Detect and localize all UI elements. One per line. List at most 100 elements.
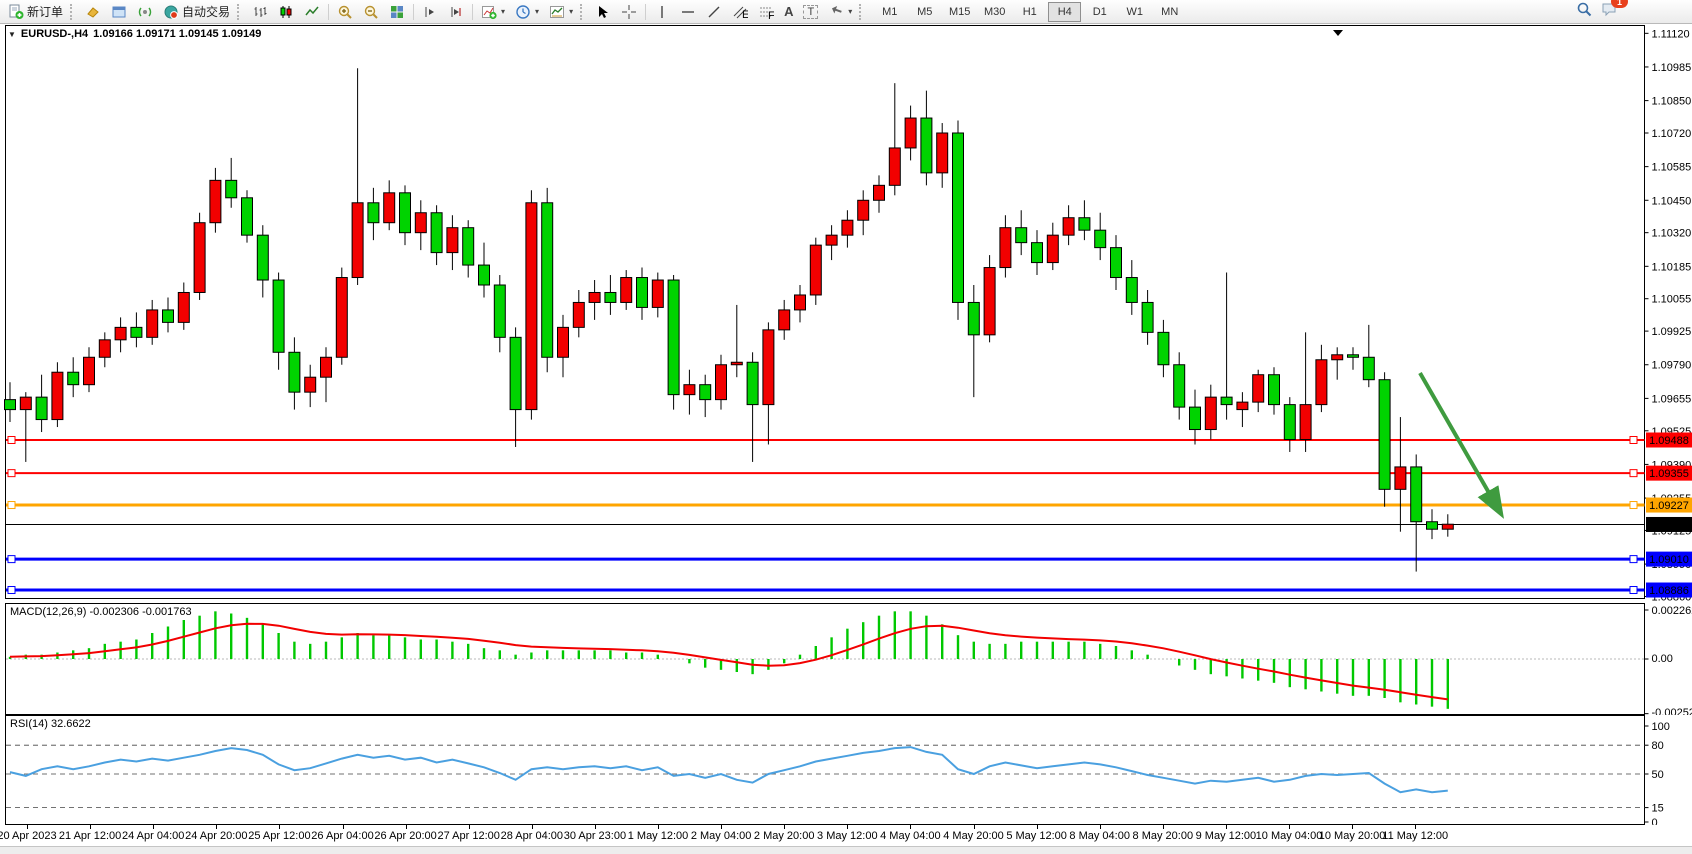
periods-button[interactable]: ▾	[510, 1, 544, 23]
date-tick	[658, 825, 659, 829]
trendline-tool-button[interactable]	[701, 1, 727, 23]
autotrading-icon	[163, 4, 179, 20]
hline-1.09227[interactable]	[6, 501, 1645, 510]
timeframe-button-M5[interactable]: M5	[917, 5, 933, 18]
auto-scroll-button[interactable]	[443, 1, 469, 23]
chart-line-button[interactable]	[299, 1, 325, 23]
chart-window: 1.11120 1.10985 1.10850 1.10720 1.10585 1.104…	[0, 24, 1692, 854]
svg-text:0: 0	[1652, 817, 1658, 825]
toolbar-separator	[645, 3, 647, 20]
svg-text:1.09355: 1.09355	[1649, 468, 1689, 480]
rsi-pane-canvas[interactable]: 100 80 50 15 0	[0, 715, 1692, 825]
timeframe-button-M1[interactable]: M1	[882, 5, 898, 18]
equidistant-channel-icon: E	[732, 4, 748, 20]
date-label: 2 May 20:00	[753, 830, 815, 842]
date-label: 2 May 04:00	[690, 830, 752, 842]
timeframe-button-M30[interactable]: M30	[984, 5, 1006, 18]
clock-icon	[515, 4, 531, 20]
line-handle[interactable]	[7, 501, 16, 510]
line-handle[interactable]	[1629, 555, 1638, 564]
symbol-info-bar[interactable]: ▼ EURUSD-,H4 1.09166 1.09171 1.09145 1.0…	[8, 28, 261, 40]
chart-bars-button[interactable]	[247, 1, 273, 23]
line-handle[interactable]	[1629, 501, 1638, 510]
crosshair-tool-button[interactable]	[616, 1, 642, 23]
arrows-tool-button[interactable]: ▾	[823, 1, 857, 23]
line-handle[interactable]	[1629, 586, 1638, 595]
zoom-out-icon	[363, 4, 379, 20]
timeframe-toolbar: M1 M5 M15 M30 H1 H4 D1 W1 MN	[873, 1, 1186, 22]
fibo-letter: F	[768, 10, 774, 20]
autotrading-button[interactable]: 自动交易	[158, 1, 235, 23]
hline-1.09010[interactable]	[6, 555, 1645, 564]
svg-text:1.10055: 1.10055	[1652, 294, 1692, 306]
cursor-tool-button[interactable]	[590, 1, 616, 23]
label-tool-icon: T	[803, 4, 819, 19]
line-handle[interactable]	[7, 436, 16, 444]
timeframe-button-W1[interactable]: W1	[1126, 5, 1143, 18]
svg-text:1.10450: 1.10450	[1652, 195, 1692, 207]
svg-text:1.09790: 1.09790	[1652, 360, 1692, 372]
price-chart-canvas[interactable]: 1.11120 1.10985 1.10850 1.10720 1.10585 1.104…	[0, 24, 1692, 603]
chart-shift-marker[interactable]	[1333, 30, 1343, 36]
line-handle[interactable]	[1629, 469, 1638, 478]
date-label: 3 May 12:00	[817, 830, 878, 842]
auto-scroll-icon	[448, 4, 464, 20]
timeframe-button-MN[interactable]: MN	[1161, 5, 1179, 18]
data-window-icon	[111, 4, 127, 20]
horizontal-line-tool-button[interactable]	[675, 1, 701, 23]
channel-letter: E	[742, 9, 748, 20]
toolbar-grip	[580, 3, 586, 20]
window-bottom-strip	[0, 846, 1692, 854]
data-window-button[interactable]	[106, 1, 132, 23]
date-label: 28 Apr 04:00	[500, 830, 563, 842]
rsi-pane-border	[5, 715, 1645, 825]
vertical-line-tool-button[interactable]	[649, 1, 675, 23]
date-label: 10 May 20:00	[1318, 830, 1386, 842]
zoom-out-button[interactable]	[358, 1, 384, 23]
date-label: 26 Apr 04:00	[311, 830, 374, 842]
chart-shift-button[interactable]	[417, 1, 443, 23]
timeframe-button-M15[interactable]: M15	[949, 5, 971, 18]
tile-windows-button[interactable]	[384, 1, 410, 23]
hline-1.09355[interactable]	[6, 469, 1645, 478]
chart-candles-button[interactable]	[273, 1, 299, 23]
date-tick	[784, 825, 786, 829]
label-tool-button[interactable]: T	[798, 1, 823, 23]
macd-pane-canvas[interactable]: 0.002262 0.00 -0.002523	[0, 603, 1692, 715]
horizontal-line-icon	[680, 4, 696, 20]
dropdown-caret-icon: ▾	[501, 7, 506, 16]
line-handle[interactable]	[7, 469, 16, 478]
date-label: 8 May 20:00	[1132, 830, 1194, 842]
symbol-dropdown-icon[interactable]: ▼	[8, 29, 16, 39]
timeframe-button-D1[interactable]: D1	[1092, 5, 1107, 18]
timeframe-button-H4[interactable]: H4	[1048, 1, 1082, 22]
indicators-button[interactable]: ▾	[476, 1, 510, 23]
templates-button[interactable]: ▾	[544, 1, 578, 23]
new-order-button[interactable]: 新订单	[3, 1, 68, 23]
market-watch-button[interactable]	[80, 1, 106, 23]
trend-arrow-annotation[interactable]	[1418, 372, 1504, 519]
line-handle[interactable]	[1629, 436, 1638, 444]
tile-windows-icon	[389, 4, 405, 20]
date-axis[interactable]: 20 Apr 2023 21 Apr 12:00 24 Apr 04:00 24 Ap…	[0, 825, 1692, 846]
channel-tool-button[interactable]: E	[727, 1, 753, 23]
line-handle[interactable]	[7, 586, 16, 595]
svg-text:1.09655: 1.09655	[1652, 393, 1692, 405]
zoom-in-button[interactable]	[332, 1, 358, 23]
text-tool-button[interactable]: A	[779, 1, 798, 23]
date-tick	[910, 825, 912, 829]
date-tick	[847, 825, 849, 829]
hline-1.08886[interactable]	[6, 586, 1645, 595]
search-icon[interactable]	[1576, 1, 1593, 23]
notifications-button[interactable]: 1	[1601, 0, 1628, 22]
notification-badge: 1	[1611, 0, 1628, 8]
date-label: 30 Apr 23:00	[563, 830, 627, 842]
date-tick	[1225, 825, 1227, 829]
timeframe-button-H1[interactable]: H1	[1022, 5, 1037, 18]
svg-text:1.09925: 1.09925	[1652, 326, 1692, 338]
line-handle[interactable]	[7, 555, 16, 564]
autotrading-label: 自动交易	[182, 5, 231, 19]
navigator-button[interactable]	[132, 1, 158, 23]
hline-1.09488[interactable]	[6, 436, 1645, 444]
fibonacci-tool-button[interactable]: F	[753, 1, 779, 23]
